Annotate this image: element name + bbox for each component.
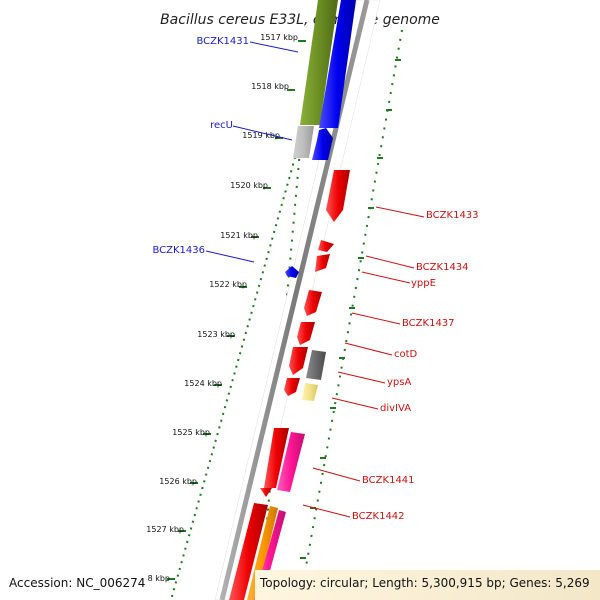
tick-1521: 1521 kbp (220, 231, 259, 240)
inner-guide-right (299, 29, 403, 600)
gene-label-yppE: yppE (411, 278, 436, 289)
gene-red-1525 (264, 428, 289, 488)
gene-divIVA (302, 383, 318, 401)
gene-BCZK1437 (304, 290, 322, 316)
svg-text:8 kbp: 8 kbp (148, 574, 170, 583)
gene-label-BCZK1442: BCZK1442 (352, 511, 405, 522)
gene-recU (312, 128, 333, 160)
gene-label-BCZK1437: BCZK1437 (402, 318, 455, 329)
gene-label-cotD: cotD (394, 349, 418, 360)
footer-summary-background (255, 570, 600, 600)
tick-1522: 1522 kbp (209, 280, 247, 289)
backbone-line (219, 0, 370, 600)
tick-1519: 1519 kbp (242, 131, 283, 140)
gene-ypsA (284, 378, 300, 396)
gene-BCZK1431 (319, 0, 356, 128)
gene-cotD (306, 350, 326, 380)
gene-label-BCZK1431: BCZK1431 (196, 36, 249, 47)
gene-olive-top (300, 0, 338, 125)
gene-labels: BCZK1431 recU BCZK1436 BCZK1433 BCZK1434… (152, 36, 478, 522)
tick-1518: 1518 kbp (251, 82, 295, 91)
svg-text:1522 kbp: 1522 kbp (209, 280, 247, 289)
svg-text:1517 kbp: 1517 kbp (260, 33, 298, 42)
gene-gray-recU (293, 126, 314, 158)
tick-group: 1517 kbp 1518 kbp 1519 kbp 1520 kbp 1521… (146, 33, 306, 583)
gene-cotD-red (289, 347, 308, 375)
gene-BCZK1434 (318, 240, 334, 252)
tick-1527: 1527 kbp (146, 525, 186, 534)
tick-1520: 1520 kbp (230, 181, 271, 190)
map-title: Bacillus cereus E33L, complete genome (160, 12, 440, 28)
gene-red-1523 (297, 322, 315, 345)
backbone-band (214, 0, 381, 600)
gene-red-small-1526 (260, 488, 272, 497)
svg-text:1523 kbp: 1523 kbp (197, 330, 235, 339)
gene-label-divIVA: divIVA (380, 403, 411, 414)
gene-label-ypsA: ypsA (387, 377, 411, 388)
gene-yppE (315, 254, 330, 272)
svg-text:1520 kbp: 1520 kbp (230, 181, 268, 190)
footer-summary: Topology: circular; Length: 5,300,915 bp… (259, 576, 590, 590)
gene-BCZK1433 (326, 170, 350, 222)
tick-1523: 1523 kbp (197, 330, 235, 339)
gene-label-BCZK1434: BCZK1434 (416, 262, 469, 273)
svg-text:1526 kbp: 1526 kbp (159, 477, 197, 486)
svg-text:1527 kbp: 1527 kbp (146, 525, 184, 534)
gene-BCZK1441 (277, 432, 305, 492)
svg-text:1518 kbp: 1518 kbp (251, 82, 289, 91)
gene-label-BCZK1436: BCZK1436 (152, 245, 205, 256)
gene-BCZK1436 (285, 266, 299, 278)
svg-text:1519 kbp: 1519 kbp (242, 131, 280, 140)
tick-1526: 1526 kbp (159, 477, 198, 486)
svg-text:1524 kbp: 1524 kbp (184, 379, 222, 388)
tick-1525: 1525 kbp (172, 428, 211, 437)
svg-text:1521 kbp: 1521 kbp (220, 231, 258, 240)
svg-text:1525 kbp: 1525 kbp (172, 428, 210, 437)
footer-accession: Accession: NC_006274 (9, 576, 145, 590)
gene-label-BCZK1441: BCZK1441 (362, 475, 415, 486)
tick-1528: 8 kbp (148, 574, 175, 583)
tick-1517: 1517 kbp (260, 33, 306, 42)
gene-label-recU: recU (210, 120, 233, 131)
leader-lines (205, 41, 425, 518)
tick-1524: 1524 kbp (184, 379, 222, 388)
gene-BCZK1442 (229, 503, 268, 600)
gene-label-BCZK1433: BCZK1433 (426, 210, 479, 221)
gene-orange-bottom (247, 506, 278, 600)
